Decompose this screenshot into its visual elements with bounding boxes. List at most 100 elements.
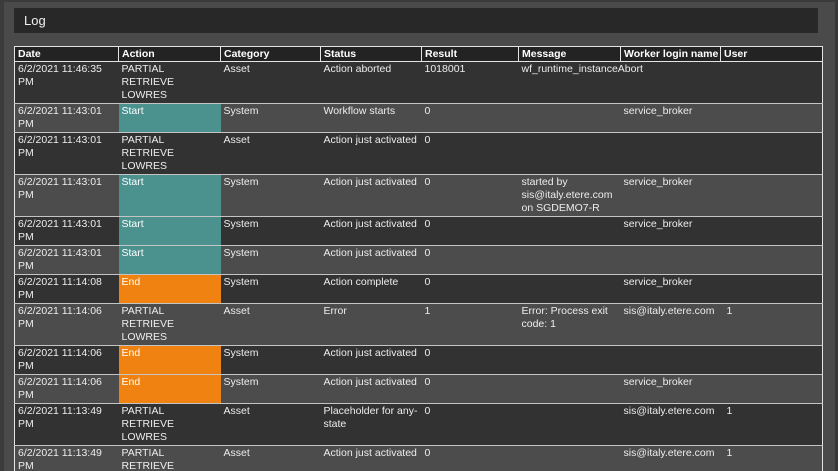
cell-action: PARTIAL RETRIEVE LOWRES [118,61,221,104]
cell-action: PARTIAL RETRIEVE LOWRES [118,445,221,471]
cell-worker: service_broker [620,374,721,404]
cell-status: Action just activated [320,345,422,375]
cell-category: System [220,245,321,275]
cell-status: Placeholder for any-state [320,403,422,446]
cell-message [518,274,621,304]
cell-date: 6/2/2021 11:43:01 PM [14,216,119,246]
cell-action: End [118,274,221,304]
cell-date: 6/2/2021 11:14:08 PM [14,274,119,304]
column-header-result[interactable]: Result [421,46,519,62]
header-row: Date Action Category Status Result Message Wor… [14,46,823,62]
cell-date: 6/2/2021 11:43:01 PM [14,132,119,175]
cell-message: started by sis@italy.etere.com on SGDEMO… [518,174,621,217]
cell-date: 6/2/2021 11:13:49 PM [14,445,119,471]
column-header-category[interactable]: Category [220,46,321,62]
cell-date: 6/2/2021 11:46:35 PM [14,61,119,104]
column-header-message[interactable]: Message [518,46,621,62]
cell-status: Action just activated [320,132,422,175]
cell-message [518,132,621,175]
log-row[interactable]: 6/2/2021 11:14:08 PM End System Action comp… [14,274,823,304]
cell-category: Asset [220,403,321,446]
cell-category: System [220,216,321,246]
cell-result: 0 [421,374,519,404]
cell-status: Action aborted [320,61,422,104]
column-header-user[interactable]: User [720,46,823,62]
cell-action: PARTIAL RETRIEVE LOWRES [118,132,221,175]
cell-worker: sis@italy.etere.com [620,445,721,471]
log-table-header: Date Action Category Status Result Message Wor… [14,46,823,62]
cell-action: PARTIAL RETRIEVE LOWRES [118,303,221,346]
cell-user [720,174,823,217]
cell-worker [620,61,721,104]
log-row[interactable]: 6/2/2021 11:46:35 PM PARTIAL RETRIEVE LOW… [14,61,823,104]
cell-category: System [220,174,321,217]
cell-status: Action complete [320,274,422,304]
cell-action: Start [118,174,221,217]
cell-result: 0 [421,103,519,133]
cell-status: Action just activated [320,174,422,217]
cell-date: 6/2/2021 11:43:01 PM [14,245,119,275]
log-row[interactable]: 6/2/2021 11:43:01 PM Start System Action ju… [14,245,823,275]
cell-message: wf_runtime_instanceAbort [518,61,643,104]
cell-user [720,132,823,175]
cell-result: 0 [421,445,519,471]
cell-message [518,245,621,275]
cell-date: 6/2/2021 11:14:06 PM [14,303,119,346]
cell-worker [620,132,721,175]
cell-date: 6/2/2021 11:14:06 PM [14,374,119,404]
cell-category: System [220,274,321,304]
cell-status: Action just activated [320,216,422,246]
cell-status: Action just activated [320,374,422,404]
cell-category: System [220,103,321,133]
log-row[interactable]: 6/2/2021 11:14:06 PM End System Action just… [14,374,823,404]
column-header-date[interactable]: Date [14,46,119,62]
cell-action: End [118,345,221,375]
log-row[interactable]: 6/2/2021 11:14:06 PM PARTIAL RETRIEVE LOW… [14,303,823,346]
cell-worker: sis@italy.etere.com [620,403,721,446]
cell-worker: service_broker [620,274,721,304]
cell-user [720,345,823,375]
log-row[interactable]: 6/2/2021 11:43:01 PM Start System Action ju… [14,216,823,246]
cell-message: Error: Process exit code: 1 [518,303,621,346]
cell-result: 1018001 [421,61,519,104]
cell-user [720,61,823,104]
cell-date: 6/2/2021 11:14:06 PM [14,345,119,375]
cell-result: 0 [421,174,519,217]
log-row[interactable]: 6/2/2021 11:43:01 PM PARTIAL RETRIEVE LOW… [14,132,823,175]
log-row[interactable]: 6/2/2021 11:43:01 PM Start System Workflow … [14,103,823,133]
cell-status: Error [320,303,422,346]
column-header-worker[interactable]: Worker login name [620,46,721,62]
cell-user: 1 [720,303,823,346]
cell-category: System [220,345,321,375]
cell-action: Start [118,103,221,133]
cell-date: 6/2/2021 11:13:49 PM [14,403,119,446]
cell-message [518,445,621,471]
cell-worker [620,345,721,375]
cell-category: Asset [220,303,321,346]
cell-status: Action just activated [320,445,422,471]
log-table: Date Action Category Status Result Message Wor… [14,46,823,471]
log-row[interactable]: 6/2/2021 11:14:06 PM End System Action just… [14,345,823,375]
cell-user [720,245,823,275]
cell-action: Start [118,245,221,275]
cell-message [518,374,621,404]
cell-category: System [220,374,321,404]
cell-result: 0 [421,132,519,175]
column-header-action[interactable]: Action [118,46,221,62]
cell-message [518,103,621,133]
log-row[interactable]: 6/2/2021 11:43:01 PM Start System Action ju… [14,174,823,217]
cell-status: Action just activated [320,245,422,275]
cell-category: Asset [220,132,321,175]
cell-date: 6/2/2021 11:43:01 PM [14,174,119,217]
cell-status: Workflow starts [320,103,422,133]
cell-user [720,216,823,246]
cell-user: 1 [720,403,823,446]
cell-result: 0 [421,216,519,246]
cell-result: 0 [421,245,519,275]
cell-message [518,403,621,446]
column-header-status[interactable]: Status [320,46,422,62]
cell-worker: service_broker [620,174,721,217]
